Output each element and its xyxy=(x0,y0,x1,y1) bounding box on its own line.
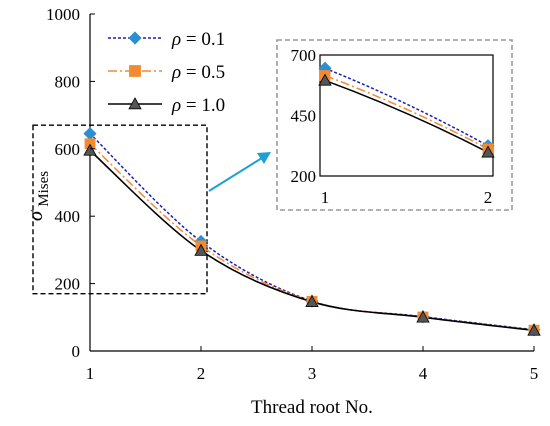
x-tick-label: 5 xyxy=(530,364,539,383)
y-tick-label: 600 xyxy=(55,140,81,159)
data-point xyxy=(416,310,430,323)
zoom-arrow-shaft xyxy=(208,157,263,192)
inset-y-tick-label: 450 xyxy=(291,107,317,126)
x-tick-label: 2 xyxy=(197,364,206,383)
y-tick-label: 0 xyxy=(72,342,81,361)
inset-series-line-3 xyxy=(324,79,489,153)
legend-label: ρ = 0.5 xyxy=(171,62,225,83)
inset-plot-frame xyxy=(319,54,494,177)
data-point xyxy=(305,294,319,307)
inset-series xyxy=(324,67,489,153)
inset-outer-box xyxy=(276,39,513,211)
zoom-arrow-head xyxy=(257,152,271,164)
y-tick-label: 400 xyxy=(55,207,81,226)
x-tick-label: 1 xyxy=(86,364,95,383)
inset-data-point xyxy=(481,145,495,158)
inset-y-tick-label: 200 xyxy=(291,167,317,186)
legend-label: ρ = 1.0 xyxy=(171,95,225,116)
y-axis-title: σ Mises xyxy=(23,171,52,221)
inset-y-tick-label: 700 xyxy=(291,46,317,65)
y-tick-label: 200 xyxy=(55,275,81,294)
data-point xyxy=(83,143,97,156)
series-line-2 xyxy=(89,143,535,331)
zoom-region-box xyxy=(32,124,208,295)
inset-data-point xyxy=(318,73,332,86)
x-tick-label: 3 xyxy=(308,364,317,383)
data-point xyxy=(194,243,208,256)
data-point xyxy=(527,323,541,336)
legend-marker xyxy=(129,65,141,77)
inset-x-tick-label: 2 xyxy=(484,188,493,207)
inset-series-line-2 xyxy=(324,74,489,150)
inset-series-line-1 xyxy=(324,67,489,147)
legend-label: ρ = 0.1 xyxy=(171,29,225,50)
y-axis-subscript: Mises xyxy=(36,171,52,207)
y-tick-label: 1000 xyxy=(46,5,80,24)
x-axis-title: Thread root No. xyxy=(251,397,373,418)
inset-x-tick-label: 1 xyxy=(321,188,330,207)
legend-marker xyxy=(128,31,142,45)
legend-marker xyxy=(128,97,142,110)
y-tick-label: 800 xyxy=(55,72,81,91)
x-tick-label: 4 xyxy=(419,364,428,383)
y-axis-symbol: σ xyxy=(23,209,47,221)
